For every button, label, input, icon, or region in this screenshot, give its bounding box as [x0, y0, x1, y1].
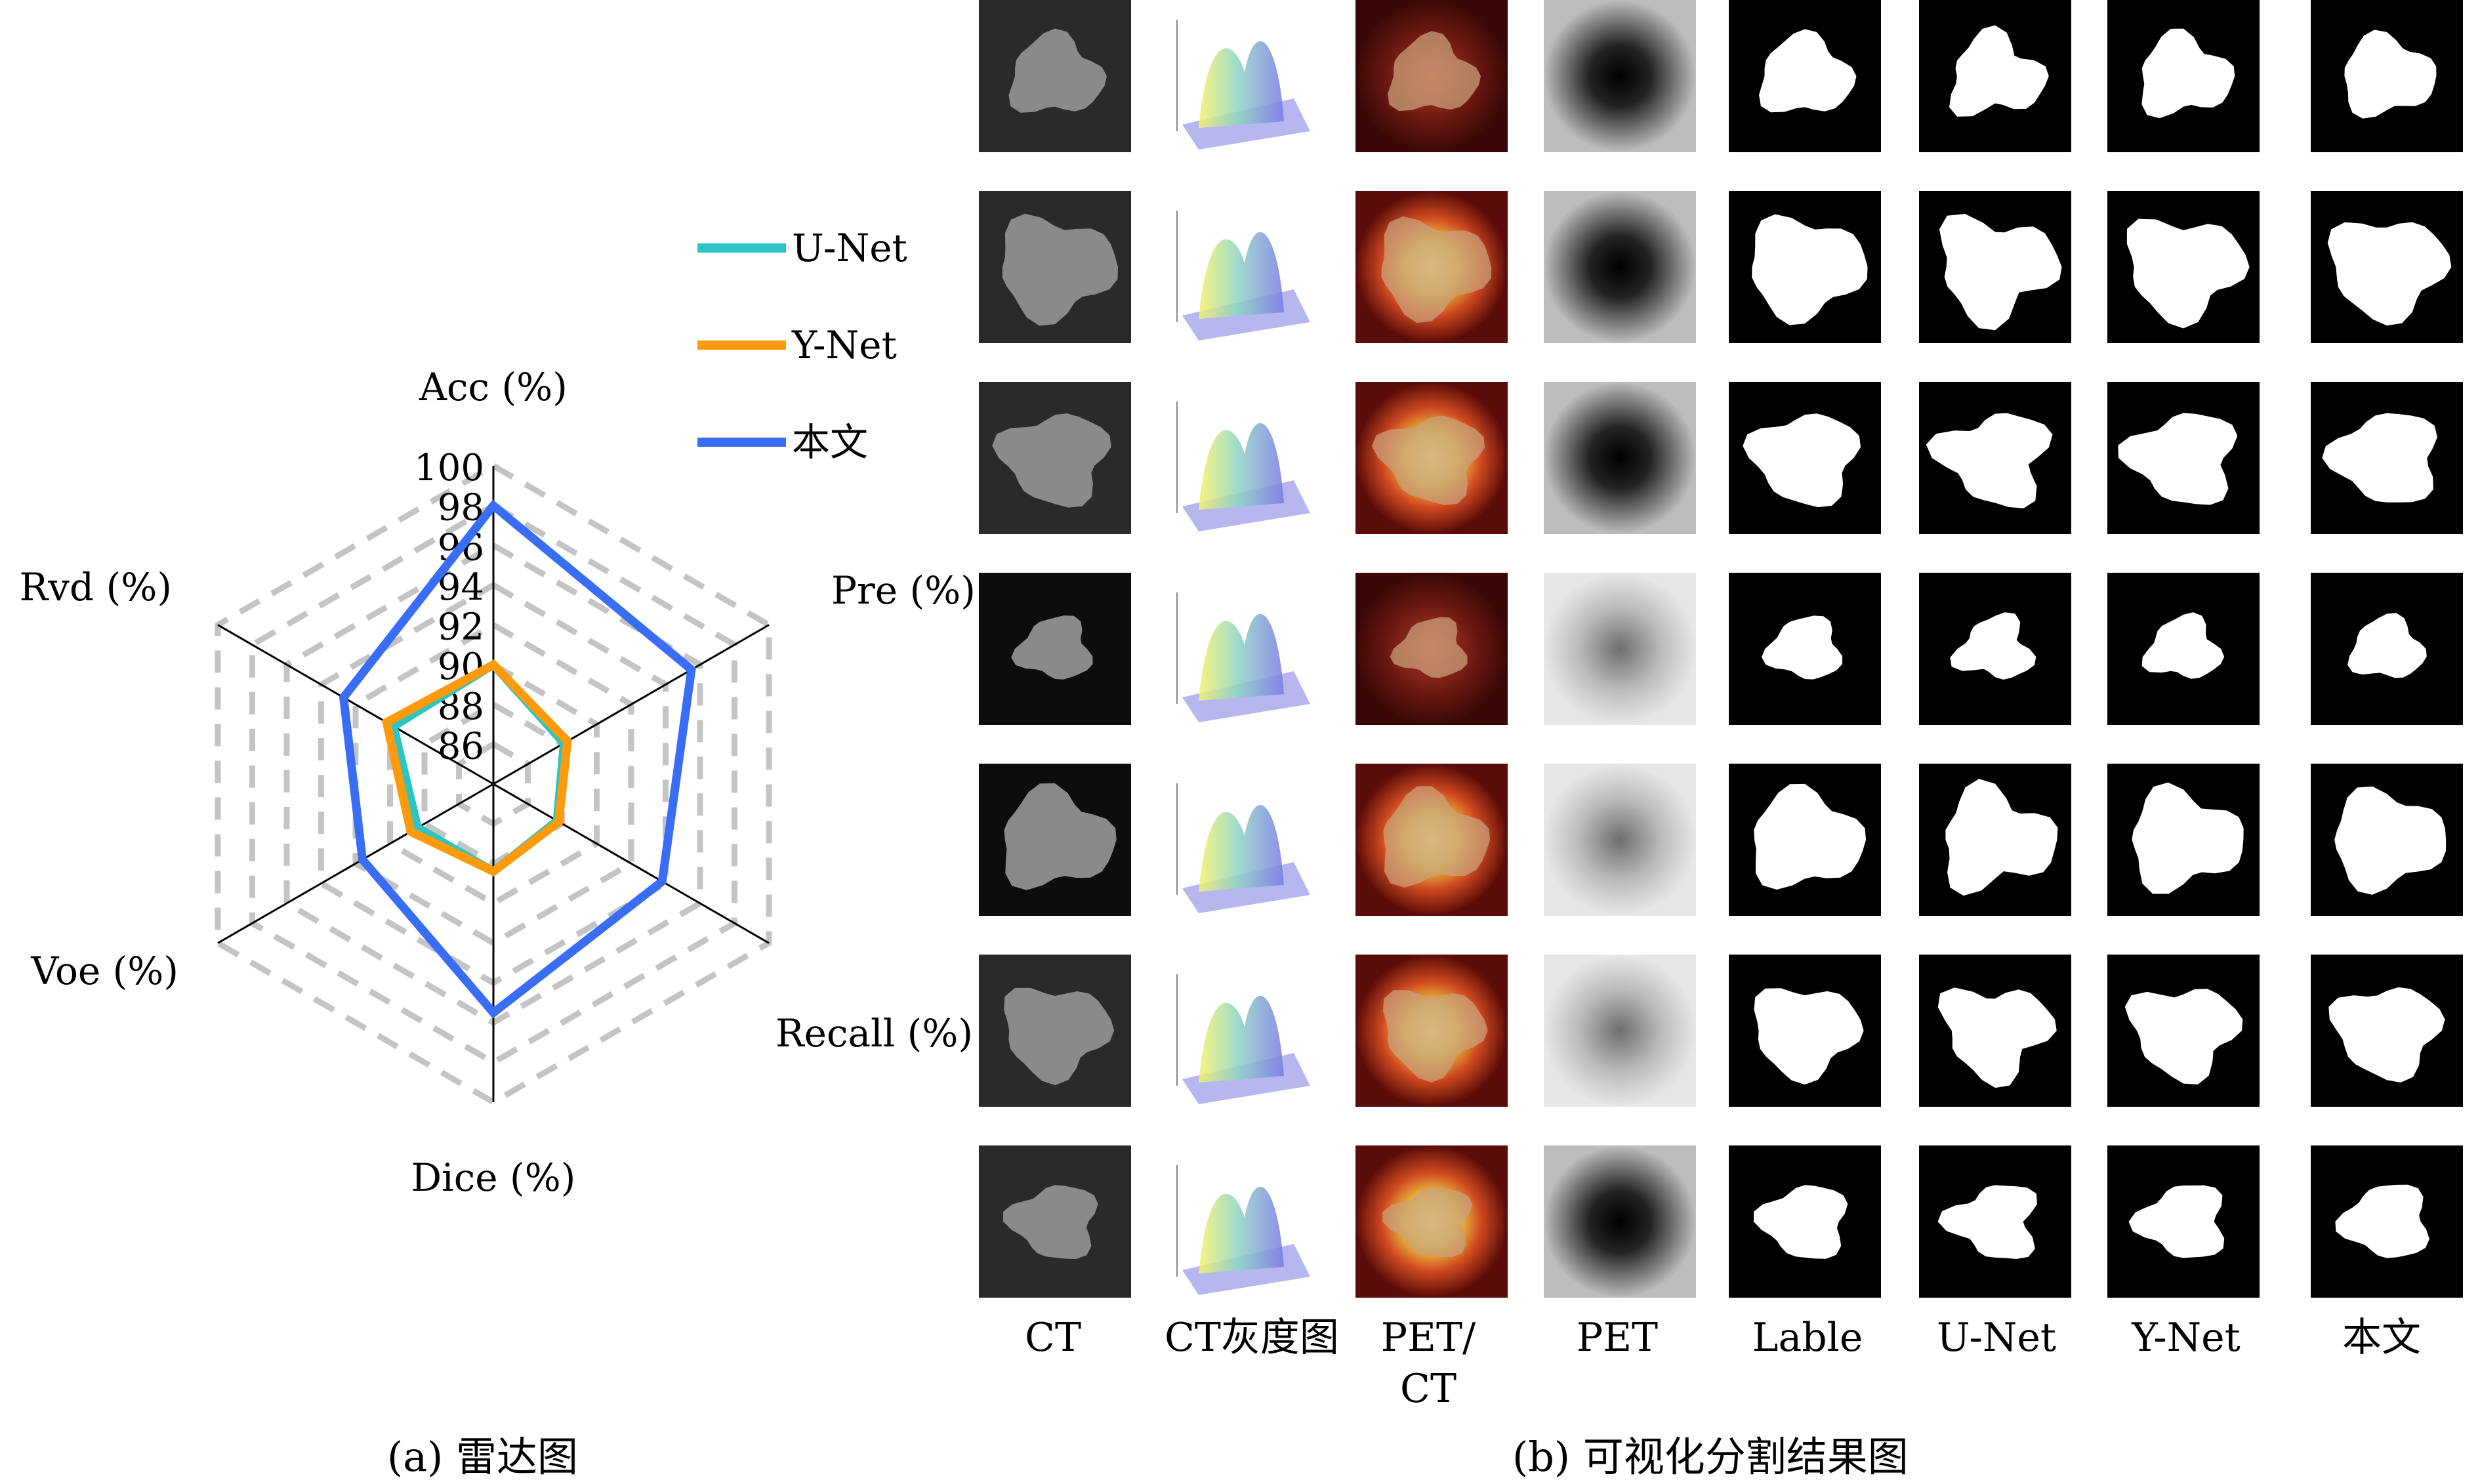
legend-label: 本文 — [792, 420, 868, 464]
caption-a: (a) 雷达图 — [387, 1433, 579, 1481]
ct-lesion — [1002, 213, 1118, 326]
radar-axis-label: Pre (%) — [831, 568, 976, 613]
column-label: Y-Net — [2132, 1315, 2241, 1361]
ct-lesion — [992, 413, 1111, 508]
surface-peak — [1199, 41, 1284, 129]
pet-image — [1544, 0, 1696, 152]
ynet-mask — [2126, 218, 2250, 329]
label-mask — [1754, 783, 1867, 890]
pet-ct-lesion — [1382, 1187, 1473, 1258]
column-label: PET — [1576, 1315, 1659, 1361]
legend-label: Y-Net — [791, 323, 897, 367]
legend-label: U-Net — [792, 226, 907, 270]
unet-mask — [1937, 1185, 2037, 1259]
pet-ct-lesion — [1381, 216, 1492, 323]
radar-series-line — [381, 659, 572, 876]
ours-mask — [2335, 1184, 2429, 1258]
column-label: Lable — [1752, 1315, 1863, 1361]
radar-axis-label: Voe (%) — [30, 949, 178, 993]
column-label: CT — [1025, 1315, 1081, 1361]
label-mask — [1753, 1185, 1848, 1259]
radar-tick-label: 100 — [414, 447, 484, 489]
label-mask — [1759, 29, 1857, 113]
ct-lesion — [1004, 987, 1115, 1086]
unet-mask — [1937, 987, 2057, 1088]
unet-mask — [1949, 25, 2049, 117]
ours-mask — [2328, 987, 2445, 1082]
ynet-mask — [2141, 28, 2235, 119]
column-label: U-Net — [1937, 1315, 2056, 1361]
surface-peak — [1199, 423, 1284, 510]
caption-b: (b) 可视化分割结果图 — [1512, 1433, 1909, 1481]
ct-lesion — [1008, 28, 1107, 113]
unet-mask — [1950, 612, 2036, 680]
radar-axis — [493, 783, 770, 944]
ours-mask — [2334, 786, 2447, 895]
unet-mask — [1939, 214, 2062, 331]
radar-tick-label: 92 — [438, 606, 484, 649]
column-label: 本文 — [2342, 1315, 2421, 1361]
ct-lesion — [1003, 1185, 1098, 1260]
pet-ct-lesion — [1383, 786, 1490, 888]
column-label: CT灰度图 — [1165, 1315, 1339, 1361]
surface-peak — [1199, 995, 1284, 1082]
radar-axis-label: Dice (%) — [411, 1155, 576, 1200]
pet-ct-lesion — [1382, 990, 1488, 1082]
unet-mask — [1945, 779, 2058, 896]
label-mask — [1754, 988, 1864, 1085]
pet-image — [1544, 382, 1696, 534]
label-mask — [1743, 413, 1861, 508]
pet-image — [1544, 955, 1696, 1107]
pet-image — [1544, 1145, 1696, 1298]
ours-mask — [2347, 613, 2427, 678]
pet-ct-lesion — [1388, 31, 1481, 112]
radar-series-line — [339, 499, 696, 1019]
pet-ct-lesion — [1390, 617, 1468, 678]
surface-peak — [1199, 613, 1284, 701]
radar-axis-label: Rvd (%) — [20, 565, 172, 609]
pet-image — [1544, 573, 1696, 725]
radar-axis-label: Acc (%) — [419, 365, 568, 409]
pet-image — [1544, 764, 1696, 916]
ynet-mask — [2118, 413, 2238, 505]
radar-axis-label: Recall (%) — [775, 1011, 973, 1056]
ours-mask — [2327, 222, 2452, 326]
radar-axis — [217, 624, 494, 785]
ynet-mask — [2141, 612, 2225, 679]
ct-lesion — [1011, 615, 1093, 680]
ours-mask — [2344, 30, 2437, 119]
ynet-mask — [2128, 1185, 2225, 1258]
unet-mask — [1926, 413, 2053, 508]
pet-ct-lesion — [1372, 415, 1485, 505]
ct-lesion — [1004, 783, 1117, 890]
radar-axis — [217, 783, 494, 944]
ours-mask — [2322, 413, 2437, 503]
radar-axis — [493, 624, 770, 785]
surface-peak — [1199, 1186, 1284, 1273]
ynet-mask — [2124, 989, 2243, 1084]
column-label: PET/ CT — [1380, 1315, 1476, 1412]
label-mask — [1762, 615, 1843, 680]
surface-peak — [1199, 232, 1284, 319]
surface-peak — [1199, 804, 1284, 892]
ynet-mask — [2132, 782, 2244, 894]
label-mask — [1752, 214, 1868, 325]
pet-image — [1544, 191, 1696, 343]
radar-tick-label: 86 — [438, 725, 484, 768]
